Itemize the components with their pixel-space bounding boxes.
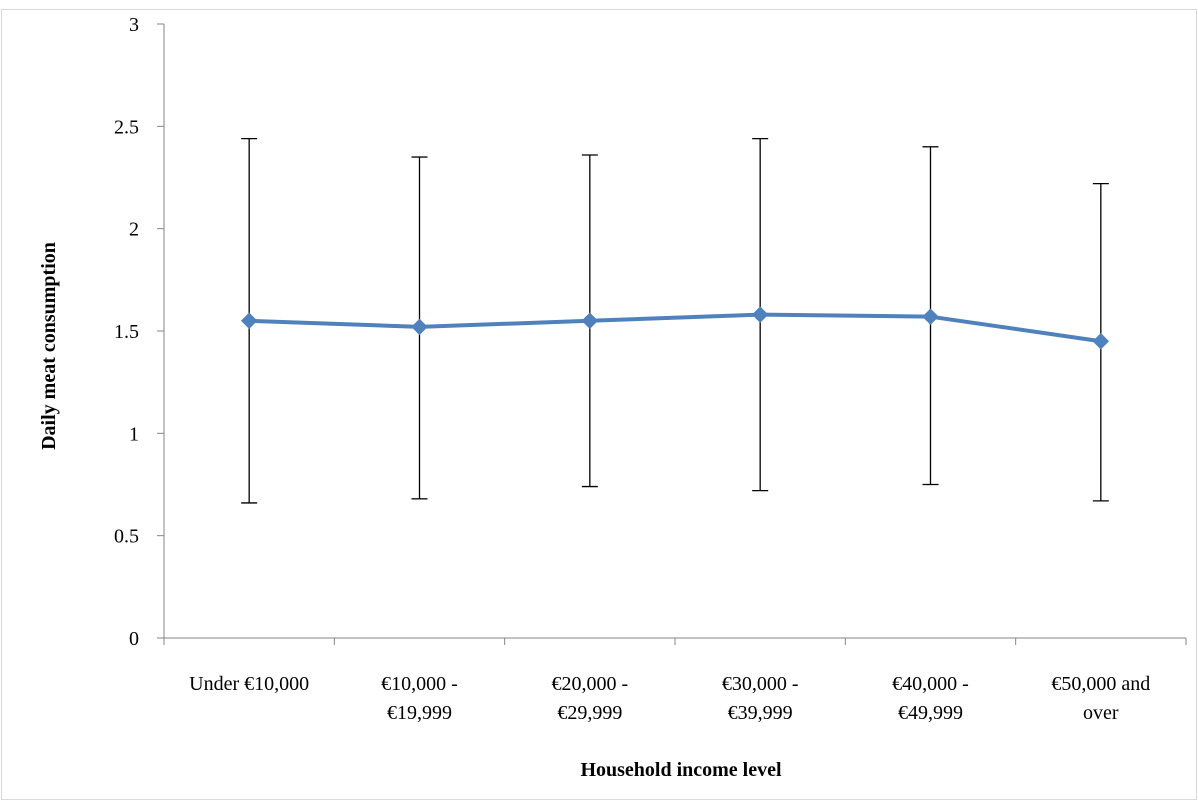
data-point-marker	[581, 312, 599, 329]
x-tick-label: €20,000 - €29,999	[551, 673, 628, 724]
x-tick-label-line: over	[1083, 702, 1119, 724]
x-tick-label: €40,000 - €49,999	[892, 673, 969, 724]
axes: 0 0.5 1 1.5 2 2.5 3 Under €10,000 €10,000 - €19,9…	[114, 14, 1187, 724]
y-tick-label: 0.5	[114, 526, 139, 548]
x-tick-label-line: €49,999	[898, 702, 963, 724]
x-tick-label: €50,000 and over	[1051, 673, 1150, 724]
y-tick-label: 1.5	[114, 321, 139, 343]
x-axis-title: Household income level	[580, 759, 782, 781]
y-axis-title: Daily meat consumption	[38, 242, 60, 450]
error-bars	[241, 137, 1109, 504]
x-tick-label-line: €19,999	[387, 702, 452, 724]
series	[240, 306, 1110, 350]
x-tick-label: €10,000 - €19,999	[381, 673, 458, 724]
y-tick-label: 3	[129, 14, 139, 36]
y-tick-label: 0	[129, 628, 139, 650]
data-point-marker	[411, 318, 428, 336]
x-tick-label-line: Under €10,000	[189, 673, 309, 695]
x-tick-label-line: €29,999	[557, 702, 622, 724]
x-tick-label-line: €40,000 -	[892, 673, 969, 695]
x-tick-label-line: €50,000 and	[1051, 673, 1150, 695]
y-tick-label: 1	[129, 423, 139, 445]
x-tick-label: Under €10,000	[189, 673, 309, 695]
x-tick-label-line: €30,000 -	[722, 673, 799, 695]
x-tick-label: €30,000 - €39,999	[722, 673, 799, 724]
x-tick-label-line: €39,999	[728, 702, 793, 724]
series-line	[249, 312, 1102, 344]
chart-frame	[1, 9, 1197, 800]
y-tick-label: 2.5	[114, 116, 139, 138]
data-point-marker	[1092, 333, 1110, 350]
data-point-marker	[922, 308, 939, 325]
y-tick-label: 2	[129, 219, 139, 241]
x-tick-label-line: €20,000 -	[551, 673, 628, 695]
data-point-marker	[751, 306, 769, 323]
data-point-marker	[240, 312, 258, 329]
x-tick-label-line: €10,000 -	[381, 673, 458, 695]
